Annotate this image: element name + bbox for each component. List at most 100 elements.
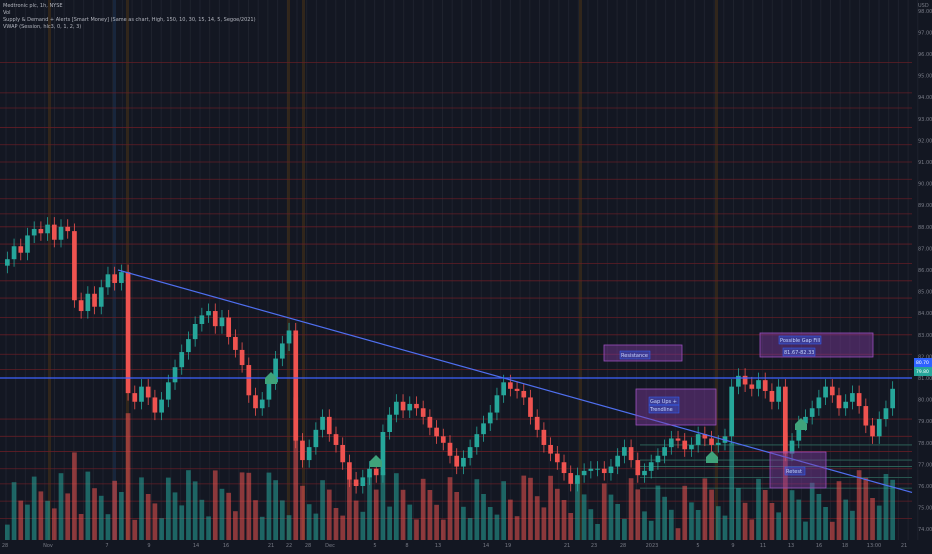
time-axis-tick: 7 bbox=[105, 543, 108, 549]
candle-body bbox=[715, 442, 721, 445]
volume-bar bbox=[447, 477, 453, 540]
trendline-label-bg bbox=[648, 404, 680, 414]
candle-body bbox=[407, 403, 413, 411]
volume-bar bbox=[642, 511, 647, 540]
volume-bar bbox=[286, 515, 292, 540]
candle-body bbox=[306, 447, 312, 461]
chart-legend: Medtronic plc, 1h, NYSE Vol Supply & Dem… bbox=[3, 3, 256, 31]
volume-bar bbox=[568, 513, 574, 540]
volume-bar bbox=[165, 477, 171, 540]
volume-bar bbox=[501, 481, 507, 540]
candle-body bbox=[454, 455, 460, 467]
demand-signal-marker bbox=[265, 372, 277, 384]
candle-body bbox=[233, 336, 238, 350]
volume-bar bbox=[313, 513, 319, 540]
candle-body bbox=[65, 226, 71, 232]
volume-bar bbox=[829, 521, 835, 540]
candle-body bbox=[239, 349, 245, 366]
supply-demand-indicator-label[interactable]: Supply & Demand + Alerts [Smart Money] (… bbox=[3, 17, 256, 23]
candle-body bbox=[387, 414, 392, 432]
candle-body bbox=[474, 434, 480, 448]
volume-bar bbox=[628, 478, 634, 540]
symbol-title[interactable]: Medtronic plc, 1h, NYSE bbox=[3, 3, 63, 9]
candle-body bbox=[534, 416, 540, 430]
volume-bar bbox=[702, 478, 708, 540]
candle-body bbox=[159, 399, 164, 413]
time-axis-tick: 16 bbox=[816, 543, 822, 549]
candle-body bbox=[192, 324, 198, 340]
volume-bar bbox=[340, 515, 346, 540]
candle-body bbox=[400, 401, 406, 411]
candle-body bbox=[769, 390, 775, 402]
candle-body bbox=[850, 393, 855, 402]
volume-bar bbox=[31, 476, 37, 540]
candle-body bbox=[152, 397, 158, 413]
candle-body bbox=[172, 367, 178, 383]
volume-bar bbox=[722, 515, 728, 540]
candle-body bbox=[548, 444, 553, 454]
price-axis-tick: 97.00 bbox=[918, 30, 932, 36]
candle-body bbox=[186, 339, 191, 353]
volume-bar bbox=[682, 485, 688, 540]
candle-body bbox=[554, 453, 560, 463]
descending-trendline bbox=[117, 269, 913, 494]
volume-bar bbox=[689, 502, 694, 540]
candle-body bbox=[829, 386, 835, 396]
volume-bar bbox=[481, 494, 486, 540]
price-axis-tick: 95.00 bbox=[918, 74, 932, 80]
volume-bar bbox=[782, 432, 788, 540]
volume-indicator-label[interactable]: Vol bbox=[3, 10, 11, 16]
candle-body bbox=[11, 246, 17, 260]
candle-body bbox=[487, 412, 493, 424]
candle-body bbox=[420, 408, 426, 417]
candle-body bbox=[736, 375, 741, 387]
volume-bar bbox=[870, 498, 875, 540]
trendline-label: Trendline bbox=[649, 407, 673, 413]
volume-bar bbox=[45, 500, 50, 540]
volume-bar bbox=[850, 510, 855, 540]
volume-bar bbox=[863, 477, 869, 540]
candle-body bbox=[293, 330, 299, 441]
candle-body bbox=[286, 330, 292, 344]
time-axis-tick: 28 bbox=[305, 543, 311, 549]
volume-bar bbox=[233, 511, 238, 540]
volume-bar bbox=[199, 499, 205, 540]
candle-body bbox=[742, 375, 748, 385]
gap-range-label: 81.67-82.33 bbox=[784, 350, 814, 356]
candle-body bbox=[353, 479, 359, 486]
volume-bar bbox=[152, 503, 158, 540]
candle-body bbox=[581, 470, 587, 476]
volume-bar bbox=[561, 500, 567, 540]
candle-body bbox=[279, 343, 285, 359]
candle-body bbox=[876, 419, 882, 437]
volume-bar bbox=[856, 470, 862, 540]
candle-body bbox=[461, 457, 466, 467]
volume-bar bbox=[796, 499, 802, 540]
candle-body bbox=[662, 447, 667, 456]
candle-body bbox=[92, 293, 97, 307]
volume-bar bbox=[51, 508, 57, 540]
volume-bar bbox=[843, 499, 849, 540]
vwap-indicator-label[interactable]: VWAP (Session, hlc3, 0, 1, 2, 3) bbox=[3, 24, 82, 30]
volume-bar bbox=[695, 510, 701, 540]
time-axis-tick: 9 bbox=[731, 543, 734, 549]
price-axis-tick: 89.00 bbox=[918, 203, 932, 209]
price-axis-tick: 88.00 bbox=[918, 225, 932, 231]
volume-bar bbox=[635, 489, 641, 540]
volume-bar bbox=[186, 470, 191, 540]
candle-body bbox=[447, 442, 453, 456]
volume-bar bbox=[92, 488, 97, 540]
candle-body bbox=[870, 425, 875, 437]
resistance-box bbox=[603, 344, 683, 362]
demand-signal-marker bbox=[370, 455, 382, 467]
volume-bar bbox=[883, 474, 889, 540]
session-band bbox=[715, 0, 718, 540]
candle-body bbox=[481, 423, 486, 435]
candle-body bbox=[105, 274, 111, 288]
candle-body bbox=[199, 315, 205, 324]
candle-body bbox=[494, 395, 500, 413]
volume-bar bbox=[72, 452, 77, 540]
